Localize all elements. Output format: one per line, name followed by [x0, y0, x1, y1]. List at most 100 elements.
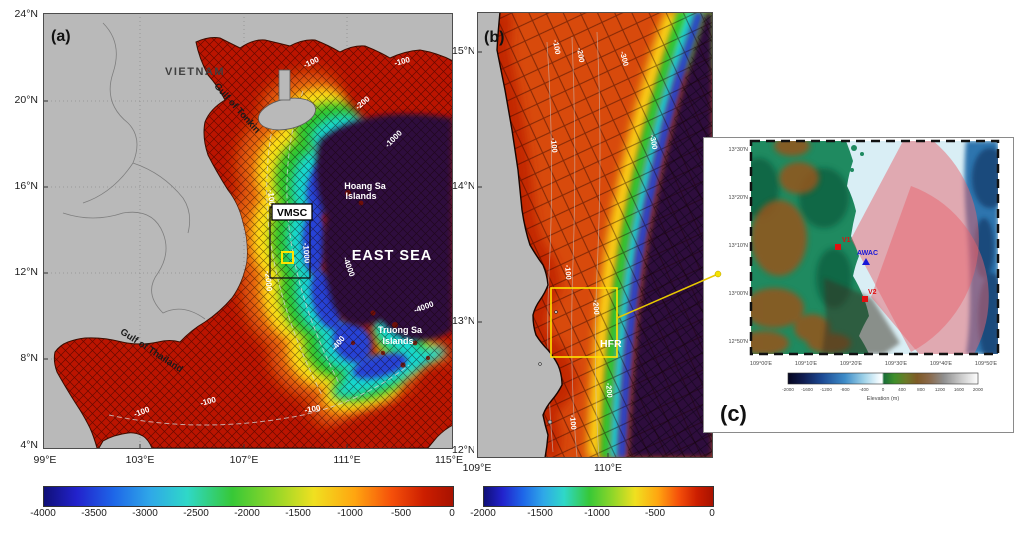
svg-text:13°10'N: 13°10'N [729, 243, 748, 249]
svg-text:-1000: -1000 [301, 242, 312, 264]
colorbar-tick: -1500 [285, 508, 311, 519]
lon-tick-label: 99°E [33, 454, 57, 466]
radar-fan-v2 [871, 186, 989, 354]
lat-tick-label: 16°N [14, 180, 38, 192]
hfr-coverage-box [550, 287, 618, 358]
vietnam-label: VIETNAM [165, 66, 225, 78]
svg-text:-100: -100 [549, 137, 559, 153]
country-borders [62, 22, 206, 320]
svg-text:-200: -200 [575, 47, 586, 63]
svg-text:-300: -300 [648, 134, 659, 150]
colorbar-ticks: -2000 -1600 -1200 -800 -400 0 400 800 12… [782, 387, 983, 392]
lon-tick-label: 115°E [435, 454, 463, 466]
lon-tick-label: 110°E [594, 462, 622, 474]
colorbar-tick: -2500 [183, 508, 209, 519]
lon-tick-label: 107°E [229, 454, 259, 466]
lon-tick-label: 109°E [462, 462, 492, 474]
panel-c-card: V1 V2 AWAC 13°30'N 13°20'N 13°10'N 13°00… [703, 137, 1014, 433]
lat-tick-label: 4°N [20, 439, 38, 451]
svg-text:109°20'E: 109°20'E [840, 361, 863, 367]
offshore-islets [850, 145, 864, 172]
panel-c-frame [749, 139, 1000, 356]
awac-marker [862, 258, 870, 265]
bathymetry-shading [54, 37, 453, 448]
colorbar-tick: 0 [449, 508, 455, 519]
panel-c-colorbar [787, 372, 979, 385]
svg-text:-100: -100 [551, 39, 562, 55]
leizhou-peninsula [278, 69, 291, 101]
lat-tick-label: 13°N [452, 315, 474, 327]
panel-a-colorbar [43, 486, 454, 507]
hoang-sa-label: Hoang Sa [344, 181, 387, 191]
svg-text:109°30'E: 109°30'E [885, 361, 908, 367]
svg-text:-2000: -2000 [782, 387, 794, 392]
svg-text:13°20'N: 13°20'N [729, 195, 748, 201]
shaded-region [822, 278, 900, 354]
lat-tick-label: 24°N [14, 8, 38, 20]
lat-tick-label: 20°N [14, 94, 38, 106]
svg-text:-200: -200 [604, 382, 614, 398]
lat-tick-label: 14°N [452, 180, 474, 192]
small-islands [538, 310, 558, 425]
svg-text:13°00'N: 13°00'N [729, 291, 748, 297]
panel-b-colorbar [483, 486, 714, 507]
hoang-sa-label-2: Islands [345, 191, 376, 201]
svg-text:-300: -300 [618, 50, 631, 67]
svg-text:109°40'E: 109°40'E [930, 361, 953, 367]
svg-text:-100: -100 [266, 189, 276, 206]
lat-tick-label: 8°N [20, 352, 38, 364]
colorbar-tick: -500 [390, 508, 411, 519]
awac-label: AWAC [857, 250, 878, 257]
colorbar-tick: -500 [644, 508, 665, 519]
contour-label-set: -100 -200 -300 -100 -300 -100 -200 -200 … [549, 39, 659, 430]
svg-text:800: 800 [917, 387, 925, 392]
v2-marker [862, 296, 868, 302]
svg-text:109°10'E: 109°10'E [795, 361, 818, 367]
svg-text:1200: 1200 [935, 387, 946, 392]
colorbar-tick: -3500 [81, 508, 107, 519]
colorbar-tick: -4000 [30, 508, 56, 519]
colorbar-tick: -1000 [584, 508, 610, 519]
colorbar-tick: -3000 [132, 508, 158, 519]
svg-text:-100: -100 [304, 403, 322, 415]
panel-c-map: V1 V2 AWAC 13°30'N 13°20'N 13°10'N 13°00… [720, 139, 1000, 426]
colorbar-tick: -1500 [527, 508, 553, 519]
truong-sa-label: Truong Sa [378, 325, 423, 335]
svg-text:-1200: -1200 [820, 387, 832, 392]
colorbar-tick: -2000 [470, 508, 496, 519]
vmsc-label-box [271, 203, 313, 221]
truong-sa-label-2: Islands [382, 336, 413, 346]
panel-a-tag: (a) [51, 28, 71, 45]
east-sea-label: EAST SEA [352, 248, 433, 264]
v1-marker [835, 244, 841, 250]
svg-text:-2000: -2000 [263, 270, 274, 292]
svg-text:109°00'E: 109°00'E [750, 361, 773, 367]
svg-text:13°30'N: 13°30'N [729, 147, 748, 153]
panel-b-tag: (b) [484, 29, 504, 46]
svg-text:-100: -100 [199, 395, 217, 408]
svg-text:-100: -100 [568, 414, 578, 430]
svg-text:12°50'N: 12°50'N [729, 339, 748, 345]
svg-text:0: 0 [882, 387, 885, 392]
panel-a-map: -100 -100 -200 -100 -1000 -1000 -2000 -4… [43, 13, 453, 449]
lat-tick-label: 12°N [14, 266, 38, 278]
v2-label: V2 [868, 289, 877, 296]
lon-tick-label: 111°E [333, 454, 361, 466]
axis-tick-labels: 13°30'N 13°20'N 13°10'N 13°00'N 12°50'N … [729, 147, 998, 367]
svg-text:1600: 1600 [954, 387, 965, 392]
svg-text:400: 400 [898, 387, 906, 392]
v1-label: V1 [842, 237, 851, 244]
lat-tick-label: 15°N [452, 45, 474, 57]
svg-text:-800: -800 [840, 387, 850, 392]
colorbar-tick: 0 [709, 508, 715, 519]
panel-c-tag: (c) [720, 401, 747, 426]
hfr-label: HFR [600, 338, 622, 350]
panel-a-frame [43, 13, 453, 449]
vmsc-label: VMSC [277, 207, 308, 219]
lon-tick-label: 103°E [125, 454, 155, 466]
colorbar-tick: -2000 [234, 508, 260, 519]
svg-text:-100: -100 [563, 264, 573, 280]
svg-text:-200: -200 [591, 299, 601, 315]
svg-text:2000: 2000 [973, 387, 984, 392]
